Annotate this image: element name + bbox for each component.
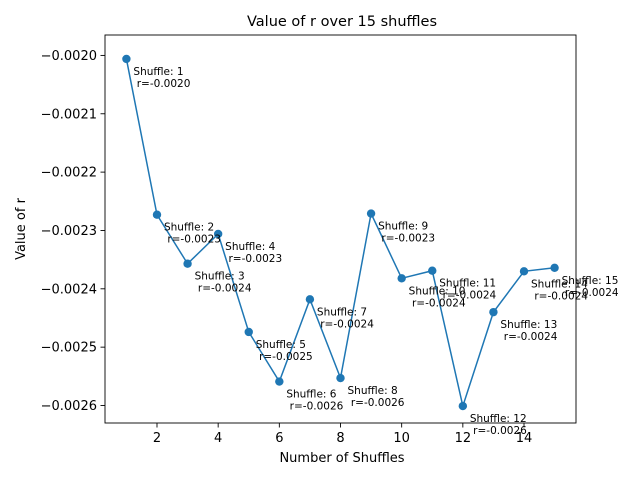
point-annotation: Shuffle: 10 r=-0.0024 — [409, 285, 466, 309]
point-annotation: Shuffle: 1 r=-0.0020 — [133, 66, 190, 90]
point-annotation: Shuffle: 12 r=-0.0026 — [470, 413, 527, 437]
annotation-line: r=-0.0026 — [348, 397, 405, 409]
annotation-line: r=-0.0023 — [378, 233, 435, 245]
y-tick-label: −0.0024 — [41, 282, 97, 297]
annotation-line: r=-0.0026 — [286, 401, 343, 413]
data-point — [336, 373, 345, 383]
annotation-line: r=-0.0024 — [531, 290, 588, 302]
annotation-line: Shuffle: 12 — [470, 413, 527, 425]
x-tick-label: 14 — [516, 431, 533, 446]
annotation-line: Shuffle: 1 — [133, 66, 183, 78]
annotation-line: r=-0.0026 — [470, 425, 527, 437]
x-axis-label: Number of Shuffles — [279, 451, 404, 466]
y-tick-label: −0.0026 — [41, 399, 97, 414]
annotation-line: Shuffle: 4 — [225, 241, 275, 253]
x-tick-label: 6 — [275, 431, 283, 446]
annotation-line: r=-0.0024 — [409, 297, 466, 309]
annotation-line: Shuffle: 8 — [348, 385, 398, 397]
point-annotation: Shuffle: 8 r=-0.0026 — [348, 385, 405, 409]
point-annotation: Shuffle: 7 r=-0.0024 — [317, 306, 374, 330]
annotation-line: r=-0.0024 — [317, 318, 374, 330]
annotation-line: r=-0.0024 — [500, 331, 557, 343]
annotation-line: r=-0.0023 — [164, 234, 221, 246]
annotation-line: r=-0.0024 — [195, 283, 252, 295]
point-annotation: Shuffle: 9 r=-0.0023 — [378, 221, 435, 245]
annotation-line: Shuffle: 15 — [562, 275, 619, 287]
annotation-line: Shuffle: 7 — [317, 306, 367, 318]
data-point — [458, 401, 468, 411]
data-point — [489, 307, 498, 317]
annotation-line: r=-0.0024 — [562, 287, 619, 299]
data-point — [519, 267, 529, 276]
annotation-line: r=-0.0025 — [256, 351, 313, 363]
y-axis-label: Value of r — [14, 197, 29, 259]
annotation-line: Shuffle: 13 — [500, 319, 557, 331]
point-annotation: Shuffle: 3 r=-0.0024 — [195, 271, 252, 295]
data-point — [213, 229, 223, 239]
point-annotation: Shuffle: 14 r=-0.0024 — [531, 278, 588, 302]
annotation-line: r=-0.0024 — [439, 290, 496, 302]
annotation-line: Shuffle: 2 — [164, 222, 214, 234]
point-annotation: Shuffle: 11 r=-0.0024 — [439, 278, 496, 302]
annotation-line: Shuffle: 5 — [256, 339, 306, 351]
point-annotation: Shuffle: 6 r=-0.0026 — [286, 389, 343, 413]
annotation-line: r=-0.0020 — [133, 78, 190, 90]
annotation-line: Shuffle: 14 — [531, 278, 588, 290]
y-tick-label: −0.0023 — [41, 224, 97, 239]
data-point — [305, 295, 315, 304]
data-point — [183, 259, 192, 268]
x-tick-label: 12 — [455, 431, 472, 446]
annotation-line: Shuffle: 10 — [409, 285, 466, 297]
data-point — [366, 209, 376, 218]
axes: 2 4 6 8 10 12 14 −0.0020 −0.0021 −0.0022 −0.0023 −0… — [41, 34, 577, 446]
point-annotation: Shuffle: 13 r=-0.0024 — [500, 319, 557, 343]
plot-area: Shuffle: 1 r=-0.0020 Shuffle: 2 r=-0.0023… — [122, 54, 619, 437]
data-point — [428, 266, 437, 275]
point-annotation: Shuffle: 4 r=-0.0023 — [225, 241, 282, 265]
x-tick-label: 2 — [153, 431, 161, 446]
point-annotation: Shuffle: 5 r=-0.0025 — [256, 339, 313, 363]
data-point — [275, 377, 284, 386]
y-tick-label: −0.0020 — [41, 49, 97, 64]
data-point — [550, 263, 559, 272]
y-tick-label: −0.0022 — [41, 166, 97, 181]
data-point — [244, 327, 253, 337]
point-annotation: Shuffle: 2 r=-0.0023 — [164, 222, 221, 246]
annotation-line: Shuffle: 3 — [195, 271, 245, 283]
annotation-line: r=-0.0023 — [225, 253, 282, 265]
y-tick-label: −0.0025 — [41, 341, 97, 356]
annotation-line: Shuffle: 9 — [378, 221, 428, 233]
x-tick-label: 10 — [393, 431, 410, 446]
annotation-line: Shuffle: 6 — [286, 389, 336, 401]
x-tick-label: 8 — [336, 431, 344, 446]
data-point — [397, 274, 406, 283]
point-annotation: Shuffle: 15 r=-0.0024 — [562, 275, 619, 299]
data-point — [122, 54, 131, 64]
data-point — [152, 210, 162, 219]
chart-title: Value of r over 15 shuffles — [247, 14, 437, 30]
x-tick-label: 4 — [214, 431, 222, 446]
y-tick-label: −0.0021 — [41, 107, 97, 122]
annotation-line: Shuffle: 11 — [439, 278, 496, 290]
